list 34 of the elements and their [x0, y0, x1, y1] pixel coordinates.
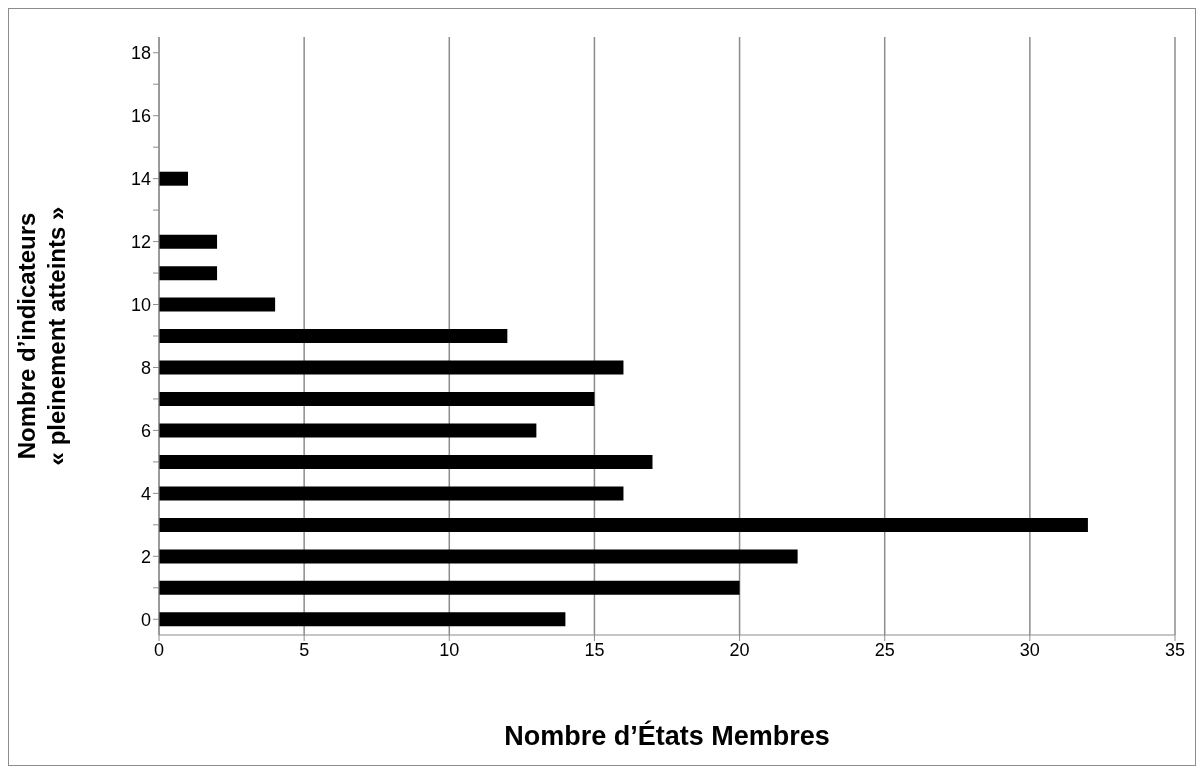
x-tick-label: 30	[1019, 639, 1040, 660]
y-tick-label: 14	[130, 169, 151, 190]
bar	[159, 392, 595, 407]
y-tick-label: 4	[140, 483, 151, 504]
bar	[159, 171, 189, 186]
y-tick-label: 6	[140, 420, 151, 441]
bar	[159, 423, 537, 438]
bar	[159, 234, 218, 249]
x-tick-label: 15	[584, 639, 605, 660]
x-tick-label: 35	[1164, 639, 1186, 660]
bar	[159, 486, 624, 501]
x-tick-label: 5	[299, 639, 310, 660]
bar	[159, 612, 566, 627]
bar	[159, 297, 276, 312]
x-tick-label: 20	[729, 639, 750, 660]
y-tick-label: 8	[140, 357, 151, 378]
y-axis-title: Nombre d’indicateurs « pleinement atteints »	[13, 206, 70, 466]
bar	[159, 360, 624, 375]
y-tick-label: 2	[140, 546, 151, 567]
bar	[159, 454, 653, 469]
y-tick-label: 10	[130, 294, 151, 315]
x-tick-label: 10	[439, 639, 460, 660]
x-tick-label: 25	[874, 639, 895, 660]
bar	[159, 266, 218, 281]
bar	[159, 329, 508, 344]
y-tick-label: 12	[130, 231, 151, 252]
x-axis-title: Nombre d’États Membres	[504, 720, 830, 751]
bar	[159, 517, 1088, 532]
y-tick-label: 16	[130, 106, 151, 127]
x-tick-label: 0	[153, 639, 165, 660]
bar	[159, 580, 740, 595]
y-tick-label: 18	[130, 43, 151, 64]
y-tick-label: 0	[140, 609, 151, 630]
bar	[159, 549, 798, 564]
